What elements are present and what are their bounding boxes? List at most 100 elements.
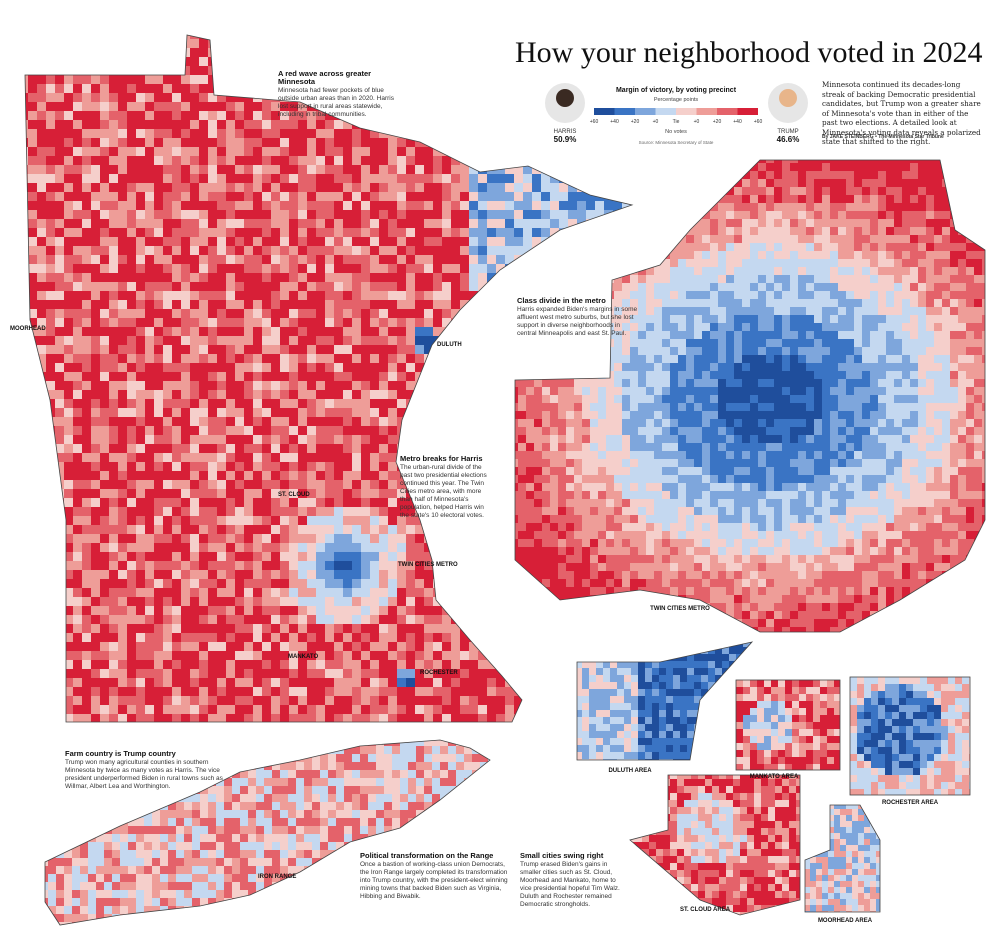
precinct (271, 210, 280, 219)
precinct (181, 282, 190, 291)
precinct (343, 255, 352, 264)
precinct (505, 138, 523, 147)
precinct (190, 633, 199, 642)
precinct (271, 129, 280, 138)
precinct (25, 435, 28, 444)
precinct (235, 489, 244, 498)
precinct (415, 318, 424, 327)
precinct (25, 507, 28, 516)
precinct (451, 39, 460, 48)
precinct (37, 408, 46, 417)
precinct (136, 138, 145, 147)
precinct (172, 471, 181, 480)
precinct (136, 174, 145, 183)
precinct (244, 408, 253, 417)
precinct (469, 48, 478, 57)
precinct (487, 192, 496, 201)
precinct (343, 201, 352, 210)
precinct (217, 111, 226, 120)
precinct (451, 381, 460, 390)
precinct (442, 417, 460, 426)
precinct (505, 264, 523, 273)
precinct (460, 372, 469, 381)
precinct (478, 318, 487, 327)
precinct (100, 57, 109, 66)
precinct (82, 273, 91, 282)
precinct (334, 138, 343, 147)
precinct (316, 534, 325, 543)
precinct (244, 84, 253, 93)
precinct (460, 381, 478, 390)
precinct (415, 129, 433, 138)
precinct (586, 615, 604, 624)
precinct (478, 597, 487, 606)
precinct (208, 354, 217, 363)
precinct (28, 192, 37, 201)
precinct (289, 471, 298, 480)
precinct (451, 246, 460, 255)
precinct (10, 552, 19, 561)
precinct (190, 498, 199, 507)
precinct (25, 35, 28, 39)
precinct (235, 66, 244, 75)
precinct (568, 75, 586, 84)
precinct (145, 84, 154, 93)
precinct (172, 606, 181, 615)
precinct (325, 489, 334, 498)
precinct (307, 39, 316, 48)
precinct (118, 354, 127, 363)
precinct (280, 309, 289, 318)
precinct (217, 570, 226, 579)
precinct (127, 453, 136, 462)
precinct (181, 417, 190, 426)
precinct (307, 345, 316, 354)
precinct (46, 129, 55, 138)
precinct (244, 354, 253, 363)
precinct (460, 543, 469, 552)
precinct (514, 201, 523, 210)
precinct (397, 399, 406, 408)
precinct (397, 642, 406, 651)
precinct (28, 606, 37, 615)
precinct (460, 39, 469, 48)
precinct (136, 489, 145, 498)
precinct (262, 642, 271, 651)
precinct (136, 102, 145, 111)
precinct (154, 651, 163, 660)
precinct (91, 552, 100, 561)
precinct (262, 597, 271, 606)
precinct (217, 246, 226, 255)
precinct (532, 255, 541, 264)
precinct (487, 129, 496, 138)
precinct (64, 246, 73, 255)
precinct (181, 570, 190, 579)
precinct (622, 597, 632, 606)
precinct (541, 606, 559, 615)
precinct (64, 291, 73, 300)
precinct (325, 525, 334, 534)
precinct (370, 35, 379, 39)
precinct (217, 138, 226, 147)
precinct (415, 606, 424, 615)
precinct (334, 570, 343, 579)
precinct (370, 39, 379, 48)
precinct (37, 300, 46, 309)
precinct (46, 273, 55, 282)
precinct (226, 345, 235, 354)
precinct (442, 210, 451, 219)
precinct (235, 399, 244, 408)
precinct (487, 57, 496, 66)
precinct (442, 354, 451, 363)
precinct (208, 642, 217, 651)
precinct (64, 561, 73, 570)
precinct (46, 35, 55, 39)
precinct (397, 381, 406, 390)
precinct (307, 129, 316, 138)
precinct (613, 138, 622, 147)
precinct (262, 35, 280, 39)
precinct (64, 426, 73, 435)
precinct (577, 354, 586, 363)
precinct (25, 579, 28, 588)
precinct (460, 174, 469, 183)
precinct (622, 75, 631, 84)
